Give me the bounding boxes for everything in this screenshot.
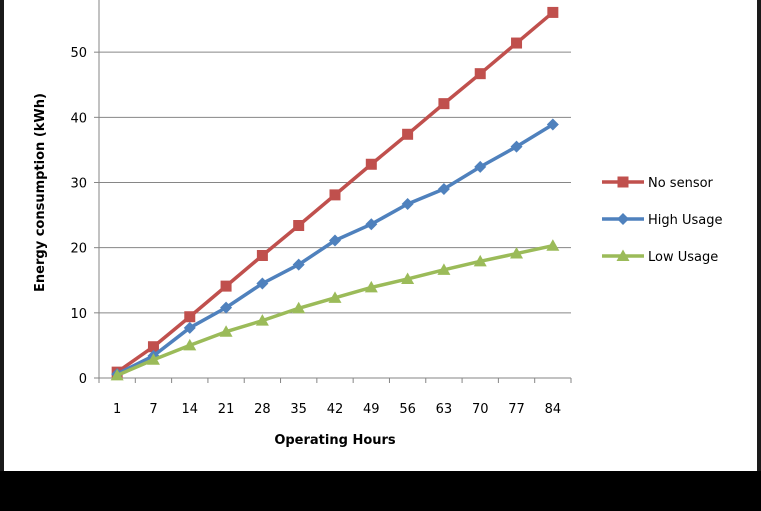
data-point: [364, 280, 378, 293]
legend: No sensor High Usage Low Usage: [602, 176, 723, 265]
x-axis-title: Operating Hours: [274, 433, 396, 448]
legend-item: High Usage: [602, 213, 723, 228]
axes: [94, 0, 572, 383]
x-tick-label: 35: [290, 402, 307, 417]
y-tick-label: 10: [70, 307, 87, 322]
data-point: [437, 183, 450, 196]
y-tick-label: 30: [70, 177, 87, 192]
data-point: [110, 368, 124, 381]
data-point: [183, 321, 196, 334]
data-point: [256, 277, 269, 290]
x-tick-label: 49: [363, 402, 380, 417]
y-tick-label: 0: [79, 372, 87, 387]
data-point: [402, 128, 414, 140]
y-tick-label: 20: [70, 242, 87, 257]
data-point: [438, 98, 450, 110]
x-tick-label: 14: [181, 402, 198, 417]
data-point: [184, 311, 196, 323]
data-point: [255, 314, 269, 326]
legend-label: No sensor: [648, 176, 714, 191]
legend-item: No sensor: [602, 176, 714, 191]
data-point: [474, 68, 486, 80]
data-point: [146, 353, 160, 365]
x-tick-label: 7: [149, 402, 157, 417]
data-point: [473, 254, 487, 267]
data-point: [510, 247, 524, 259]
data-point: [256, 249, 268, 261]
data-point: [147, 341, 159, 353]
legend-item: Low Usage: [602, 249, 718, 265]
x-tick-label: 84: [545, 402, 562, 417]
legend-label: Low Usage: [648, 250, 718, 265]
x-tick-label: 42: [327, 402, 344, 417]
series-no-sensor: [111, 6, 559, 378]
data-point: [547, 6, 559, 18]
x-tick-label: 1: [113, 402, 121, 417]
chart-area: 0 10 20 30 40 50 1 7 14 21 28 35 42 49 56 63 70 77 84 Oper…: [4, 0, 759, 471]
line-chart: 0 10 20 30 40 50 1 7 14 21 28 35 42 49 56 63 70 77 84 Oper…: [33, 0, 723, 448]
data-point: [546, 118, 559, 131]
data-point: [511, 37, 523, 49]
data-point: [401, 272, 415, 284]
data-point: [616, 249, 630, 261]
data-point: [292, 258, 305, 271]
x-tick-label: 28: [254, 402, 271, 417]
frame-left-edge: [0, 0, 4, 471]
y-tick-label: 50: [70, 46, 87, 61]
x-tick-label: 77: [508, 402, 525, 417]
data-point: [183, 338, 197, 351]
legend-label: High Usage: [648, 213, 723, 228]
gridlines: [99, 51, 571, 314]
data-point: [617, 213, 629, 225]
x-tick-label: 63: [436, 402, 453, 417]
series-line: [116, 244, 554, 378]
x-tick-label: 70: [472, 402, 489, 417]
series-lines: [110, 6, 560, 381]
data-point: [329, 234, 341, 247]
tick-labels: 0 10 20 30 40 50 1 7 14 21 28 35 42 49 56 63 70 77 84: [70, 46, 561, 417]
data-point: [293, 220, 305, 232]
data-point: [474, 160, 487, 173]
data-point: [220, 280, 232, 292]
series-line: [116, 123, 554, 376]
data-point: [219, 325, 233, 337]
data-point: [292, 301, 306, 314]
data-point: [365, 158, 377, 170]
data-point: [328, 291, 342, 303]
data-point: [401, 198, 414, 211]
data-point: [220, 301, 233, 314]
frame-right-edge: [757, 0, 761, 471]
data-point: [546, 239, 560, 251]
series-low-usage: [110, 239, 560, 381]
series-high-usage: [111, 118, 559, 381]
y-axis-title: Energy consumption (kWh): [33, 93, 48, 292]
data-point: [437, 263, 451, 275]
y-tick-label: 40: [70, 111, 87, 126]
x-tick-label: 21: [218, 402, 235, 417]
x-tick-label: 56: [399, 402, 416, 417]
data-point: [510, 140, 523, 153]
data-point: [329, 189, 341, 201]
data-point: [365, 218, 378, 231]
data-point: [617, 176, 629, 188]
